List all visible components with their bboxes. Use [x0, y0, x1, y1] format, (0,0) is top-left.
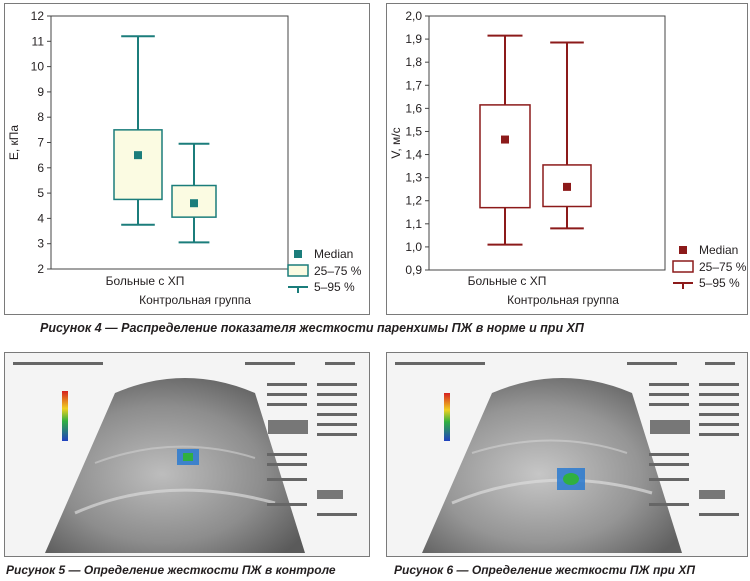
- y-tick-label: 2,0: [405, 9, 422, 23]
- median-marker: [190, 199, 198, 208]
- x-category-label: Больные с ХП: [468, 274, 547, 288]
- ultrasound-image-control: [4, 352, 370, 557]
- box-series-2: [171, 142, 217, 244]
- legend-iqr-swatch: [672, 260, 694, 273]
- boxplot-chart-velocity: 0,9 1,0 1,1 1,2 1,3 1,4 1,5 1,6 1,7 1,8 1,9 2,0 V, м…: [389, 9, 747, 307]
- legend-iqr-swatch: [287, 264, 309, 277]
- y-tick-label: 1,7: [405, 78, 422, 92]
- y-tick-label: 7: [37, 136, 44, 150]
- chart-stiffness-kpa: 2 3 4 5 6 7 8 9 10 11 12 E, кПа Больные с ХП Контроль…: [4, 3, 370, 315]
- y-tick-label: 1,5: [405, 124, 422, 138]
- boxplot-chart-kpa: 2 3 4 5 6 7 8 9 10 11 12 E, кПа Больные с ХП Контроль…: [7, 9, 362, 307]
- box-iqr: [113, 129, 163, 201]
- box-series-1: [479, 34, 531, 246]
- y-tick-label: 0,9: [405, 263, 422, 277]
- y-tick-label: 8: [37, 110, 44, 124]
- chart-velocity: 0,9 1,0 1,1 1,2 1,3 1,4 1,5 1,6 1,7 1,8 1,9 2,0 V, м…: [386, 3, 748, 315]
- y-axis-label: V, м/с: [389, 127, 403, 158]
- box-series-1: [113, 35, 163, 226]
- y-tick-label: 4: [37, 211, 44, 225]
- median-marker: [563, 182, 571, 191]
- y-tick-label: 1,3: [405, 171, 422, 185]
- legend-iqr-label: 25–75 %: [314, 264, 362, 278]
- x-category-label: Контрольная группа: [507, 293, 619, 307]
- box-series-2: [542, 41, 592, 230]
- y-tick-label: 9: [37, 85, 44, 99]
- figure-4-caption: Рисунок 4 — Распределение показателя жес…: [40, 321, 584, 335]
- y-tick-label: 1,0: [405, 240, 422, 254]
- median-marker: [501, 135, 509, 144]
- legend-median-label: Median: [314, 247, 353, 261]
- y-tick-label: 1,1: [405, 217, 422, 231]
- y-tick-label: 1,4: [405, 148, 422, 162]
- median-marker: [134, 151, 142, 160]
- y-axis-label: E, кПа: [7, 125, 21, 161]
- legend-whisker-label: 5–95 %: [699, 276, 740, 290]
- x-category-label: Контрольная группа: [139, 293, 251, 307]
- ultrasound-scan-picture: [5, 353, 369, 556]
- ultrasound-image-cp: [386, 352, 748, 557]
- figure-5-caption: Рисунок 5 — Определение жесткости ПЖ в к…: [6, 563, 336, 577]
- figure-6-caption: Рисунок 6 — Определение жесткости ПЖ при…: [394, 563, 695, 577]
- legend-whisker-label: 5–95 %: [314, 280, 355, 294]
- y-tick-label: 12: [31, 9, 45, 23]
- x-category-label: Больные с ХП: [106, 274, 185, 288]
- y-tick-label: 1,8: [405, 55, 422, 69]
- y-tick-label: 1,6: [405, 101, 422, 115]
- plot-frame: [50, 15, 289, 270]
- ultrasound-scan-picture: [387, 353, 747, 556]
- y-tick-label: 1,9: [405, 32, 422, 46]
- legend-median-label: Median: [699, 243, 738, 257]
- y-tick-label: 5: [37, 186, 44, 200]
- y-tick-label: 10: [31, 60, 45, 74]
- y-tick-label: 6: [37, 161, 44, 175]
- legend-median-swatch: [294, 250, 302, 258]
- y-tick-label: 3: [37, 237, 44, 251]
- plot-frame: [428, 15, 666, 271]
- legend-iqr-label: 25–75 %: [699, 260, 747, 274]
- y-tick-label: 11: [32, 34, 45, 48]
- legend-median-swatch: [679, 246, 687, 254]
- box-iqr: [479, 104, 531, 209]
- y-tick-label: 1,2: [405, 194, 422, 208]
- y-tick-label: 2: [37, 262, 44, 276]
